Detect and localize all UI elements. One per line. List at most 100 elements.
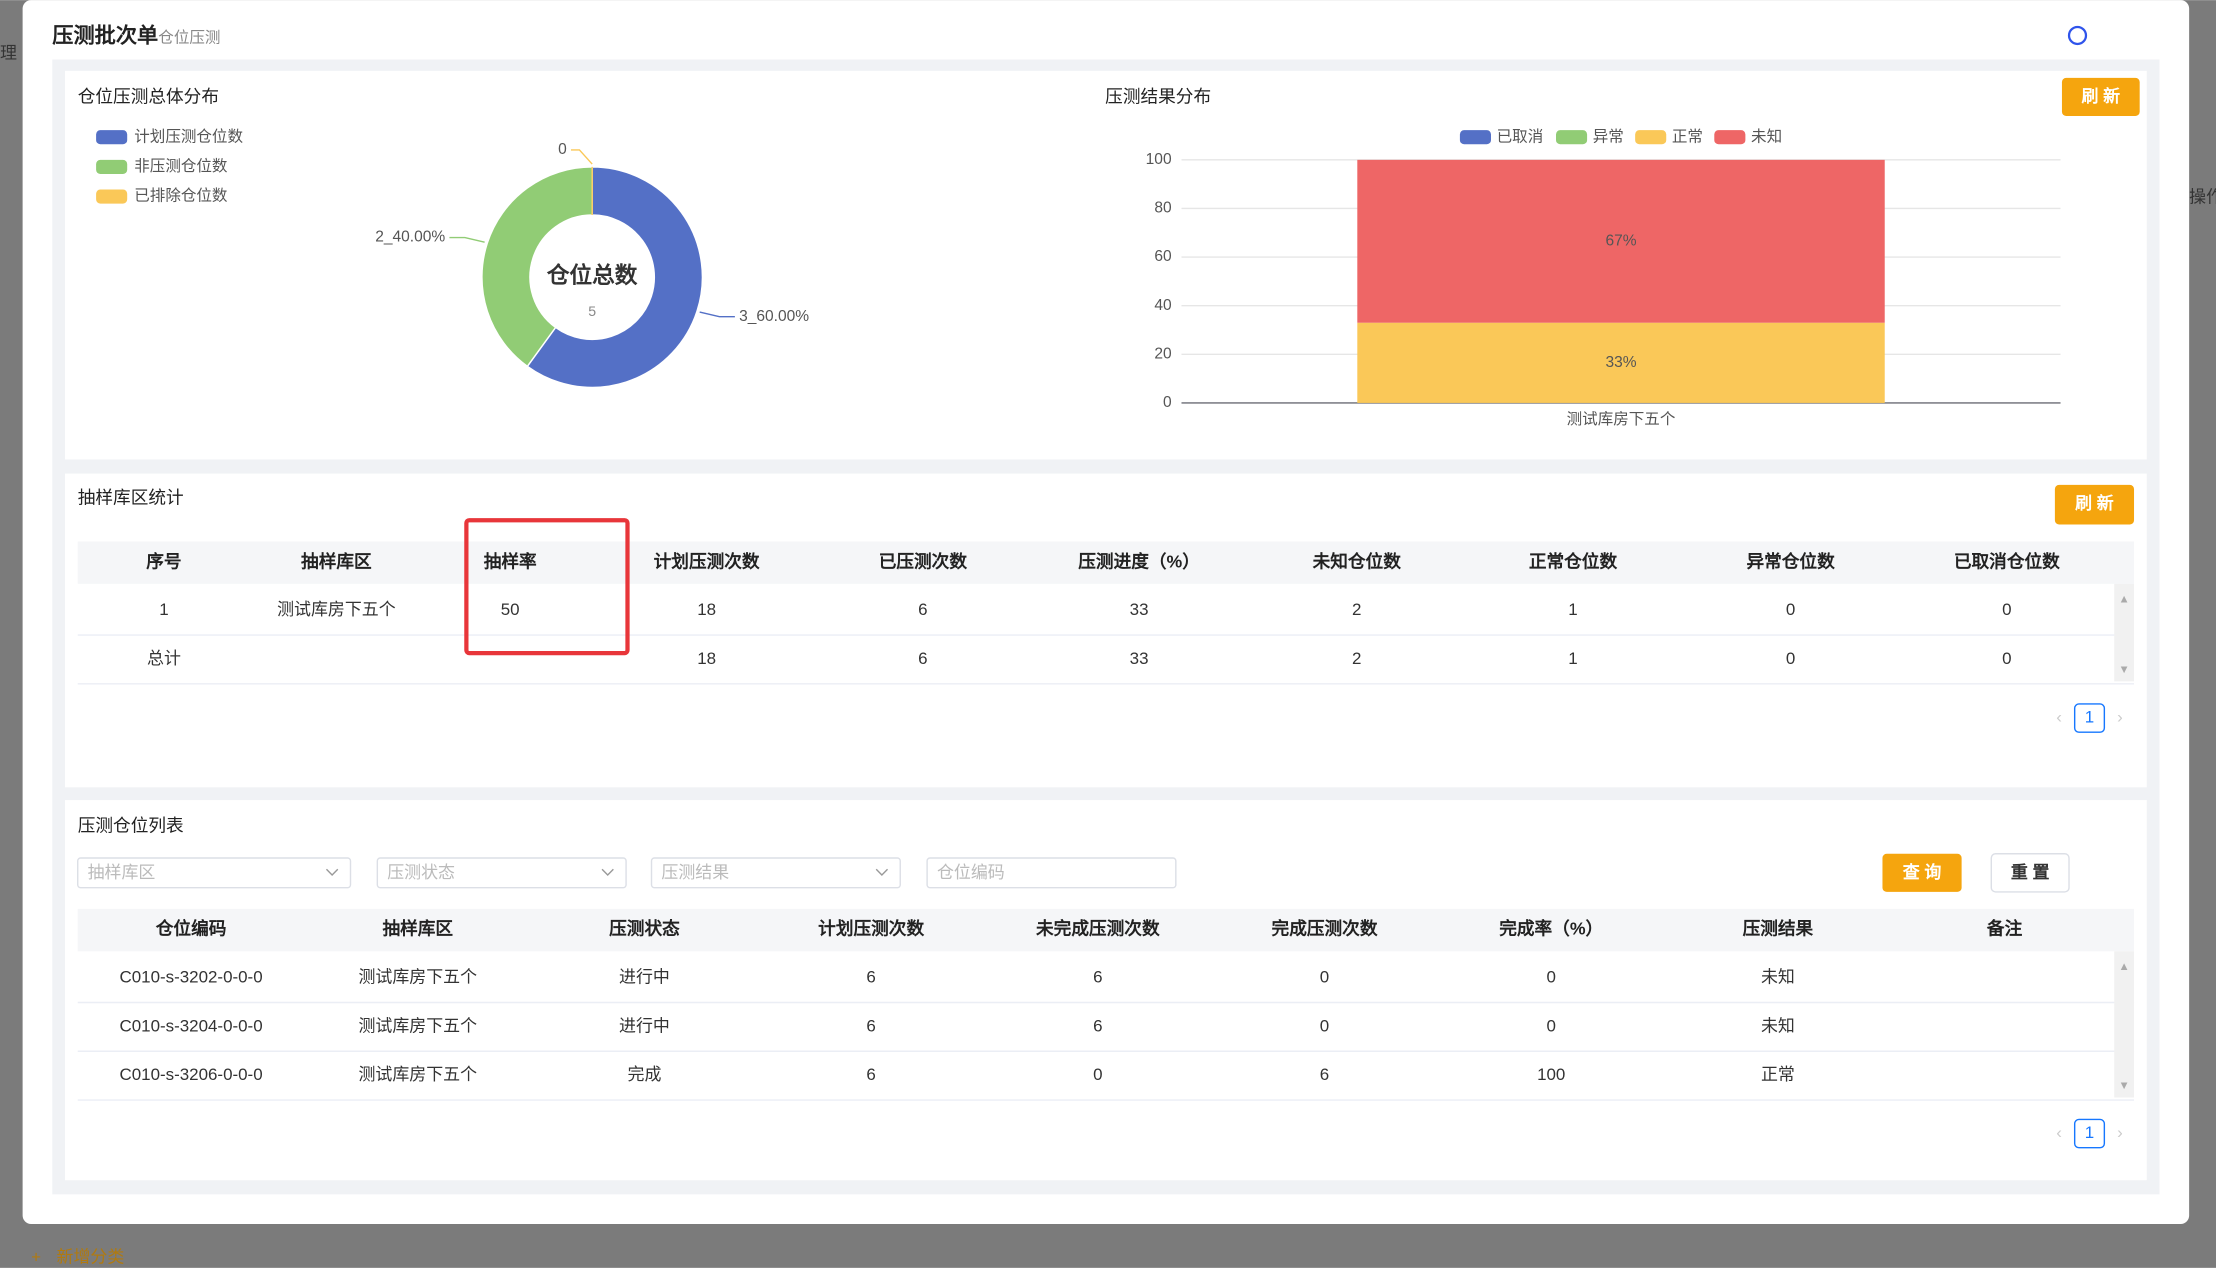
data-label: 67% — [1605, 232, 1636, 249]
filter-input[interactable] — [926, 857, 1177, 889]
center-label: 仓位总数 — [546, 262, 638, 288]
add-icon: + — [31, 1247, 41, 1266]
column-header: 正常仓位数 — [1529, 550, 1618, 571]
table-cell: 0 — [1786, 600, 1795, 619]
refresh-label[interactable]: 刷 新 — [2082, 86, 2121, 106]
table-cell: 测试库房下五个 — [358, 968, 477, 987]
table-cell: 进行中 — [619, 968, 670, 987]
add-category[interactable]: 新增分类 — [57, 1247, 125, 1266]
column-header: 抽样率 — [484, 550, 537, 571]
dropdown-arrow — [325, 868, 339, 876]
chart-icon[interactable] — [2067, 25, 2088, 46]
y-tick-label: 60 — [1154, 248, 1172, 265]
table-cell: 6 — [1320, 1065, 1329, 1084]
table-cell: 6 — [1093, 1016, 1102, 1035]
bar-segment — [1357, 322, 1885, 403]
page-box[interactable] — [2073, 703, 2106, 733]
legend-label: 计划压测仓位数 — [134, 127, 243, 145]
table-cell: 18 — [697, 649, 716, 668]
leader-line — [570, 149, 593, 165]
filter-input[interactable] — [77, 857, 352, 889]
dropdown-arrow — [875, 868, 889, 876]
table-cell: 正常 — [1761, 1065, 1795, 1084]
table-cell: 6 — [918, 649, 927, 668]
table-cell: 总计 — [147, 649, 181, 668]
table-cell: 测试库房下五个 — [358, 1065, 477, 1084]
table-cell: 0 — [1546, 968, 1555, 987]
table-cell: 未知 — [1761, 1016, 1795, 1035]
column-header: 计划压测次数 — [654, 550, 760, 571]
legend-label: 已排除仓位数 — [134, 187, 228, 205]
column-header: 完成压测次数 — [1272, 918, 1378, 939]
action-text: 操作 — [2189, 187, 2216, 206]
legend-swatch — [1714, 130, 1746, 145]
column-header: 压测进度（%） — [1078, 550, 1200, 571]
refresh-label[interactable]: 刷 新 — [2075, 493, 2114, 513]
pie-slice — [481, 166, 593, 368]
reset-label[interactable]: 重 置 — [2011, 862, 2050, 882]
table-cell: 100 — [1537, 1065, 1565, 1084]
table-header — [77, 908, 2135, 952]
modal-title: 压测批次单 — [52, 22, 158, 47]
page-number[interactable]: 1 — [2085, 1123, 2094, 1142]
column-header: 已压测次数 — [879, 550, 968, 571]
chart-title: 压测结果分布 — [1105, 86, 1211, 106]
filter-input[interactable] — [376, 857, 627, 889]
column-header: 计划压测次数 — [818, 918, 924, 939]
bar-segment — [1357, 159, 1885, 323]
scroll-up: ▲ — [2119, 961, 2130, 973]
table-cell: C010-s-3206-0-0-0 — [120, 1065, 263, 1084]
data-label: 0 — [558, 141, 567, 158]
column-header: 压测状态 — [609, 918, 680, 939]
reset-button[interactable] — [1990, 853, 2070, 893]
filter-placeholder[interactable]: 抽样库区 — [88, 863, 156, 882]
pie-slice — [526, 166, 704, 389]
refresh-button[interactable] — [2054, 484, 2135, 525]
refresh-button[interactable] — [2061, 77, 2140, 117]
query-button[interactable] — [1882, 853, 1962, 892]
page-next[interactable]: › — [2117, 708, 2123, 727]
table-cell: 6 — [866, 968, 875, 987]
chart-title: 仓位压测总体分布 — [78, 86, 219, 106]
x-tick-label: 测试库房下五个 — [1567, 410, 1676, 428]
filter-placeholder[interactable]: 压测状态 — [387, 863, 455, 882]
page-next[interactable]: › — [2117, 1123, 2123, 1142]
table-cell: 1 — [159, 600, 168, 619]
legend-label: 正常 — [1672, 127, 1703, 145]
table-cell: 0 — [1546, 1016, 1555, 1035]
location-panel — [65, 800, 2147, 1181]
query-label[interactable]: 查 询 — [1902, 862, 1942, 882]
column-header: 完成率（%） — [1499, 918, 1603, 939]
legend-swatch — [1556, 130, 1588, 145]
highlight-box — [464, 518, 630, 656]
scroll-down: ▼ — [2119, 664, 2130, 676]
table-header — [77, 541, 2135, 584]
scroll-down: ▼ — [2119, 1080, 2130, 1092]
page-prev[interactable]: ‹ — [2056, 1123, 2062, 1142]
column-header: 压测结果 — [1743, 918, 1814, 939]
modal-subtitle: 仓位压测 — [158, 28, 220, 46]
legend-swatch — [1635, 130, 1667, 145]
center-value: 5 — [588, 303, 596, 319]
data-label: 3_60.00% — [739, 308, 809, 325]
filter-placeholder[interactable]: 仓位编码 — [937, 863, 1005, 882]
filter-placeholder[interactable]: 压测结果 — [661, 863, 729, 882]
legend-swatch — [96, 189, 128, 204]
column-header: 未完成压测次数 — [1036, 918, 1160, 939]
table-cell: 2 — [1352, 649, 1361, 668]
y-tick-label: 100 — [1146, 151, 1172, 168]
page-box[interactable] — [2073, 1118, 2106, 1149]
table-cell: C010-s-3204-0-0-0 — [120, 1016, 263, 1035]
page-prev[interactable]: ‹ — [2056, 708, 2062, 727]
table-cell: 0 — [1093, 1065, 1102, 1084]
filter-input[interactable] — [650, 857, 901, 889]
side-text: 理 — [0, 43, 17, 62]
scrollbar — [2114, 583, 2135, 682]
legend-label: 异常 — [1593, 127, 1624, 145]
table-cell: 33 — [1130, 600, 1149, 619]
legend-swatch — [96, 159, 128, 174]
page-number[interactable]: 1 — [2085, 708, 2094, 727]
table-cell: 33 — [1130, 649, 1149, 668]
y-tick-label: 40 — [1154, 297, 1172, 314]
column-header: 备注 — [1986, 918, 2023, 939]
